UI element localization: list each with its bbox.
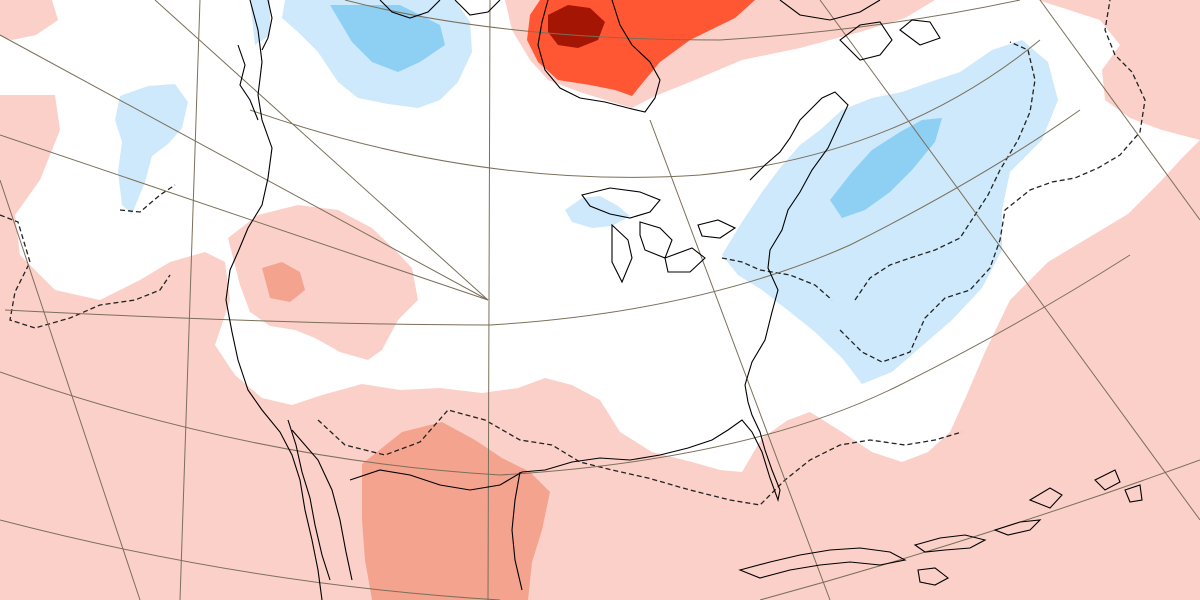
warm-region-greenland-west: [0, 0, 58, 40]
coastline-baja-california: [287, 419, 353, 581]
cold-region-arctic: [250, 0, 270, 45]
coastline-caribbean-islands: [738, 469, 1143, 586]
cold-anomaly-light-region: [115, 0, 1058, 384]
parallel-50n: [4, 109, 1081, 326]
parallel-30n-east: [759, 459, 1200, 600]
cold-region-alaska: [115, 84, 188, 214]
zero-contour-atlantic: [839, 0, 1146, 363]
zero-contour-cold-core: [854, 41, 1036, 301]
warm-anomaly-medium-region: [262, 262, 550, 600]
coastline-mexico-gulf: [511, 471, 523, 591]
warm-region-north-atlantic: [1038, 0, 1200, 140]
meridian-160w: [487, 0, 491, 600]
coastline-great-lakes: [581, 187, 737, 284]
warm-medium-great-basin: [262, 262, 305, 302]
parallel-70n: [344, 0, 1021, 41]
meridian-120w: [0, 34, 489, 301]
coastline-east-coast: [744, 91, 849, 386]
zero-contour-alaska: [119, 184, 176, 213]
warm-anomaly-strong-region: [527, 0, 755, 96]
meridian-40w: [819, 0, 1200, 521]
warm-medium-mexico: [362, 422, 550, 600]
cold-anomaly-medium-region: [330, 5, 942, 218]
parallel-40n: [0, 254, 1131, 476]
parallel-30n: [0, 519, 501, 600]
coastline-west-coast: [225, 0, 323, 600]
zero-contour-mexico: [317, 409, 963, 506]
meridian-140w: [154, 0, 489, 301]
meridian-80w: [179, 0, 201, 600]
parallel-60n: [249, 39, 1041, 178]
coastline-alaska-yukon: [237, 0, 273, 121]
cold-medium-yukon: [330, 5, 445, 72]
meridian-20w: [1039, 0, 1200, 221]
warm-extreme-core: [548, 5, 605, 48]
coastline-gulf-of-mexico: [349, 384, 781, 503]
meridian-60w: [649, 119, 831, 600]
coastline-outlines: [225, 0, 1143, 600]
warm-region-western-us: [228, 205, 418, 360]
zero-contour-east-coast: [721, 257, 833, 301]
coastline-arctic-islands: [379, 0, 941, 61]
cold-region-western-atlantic: [722, 40, 1058, 384]
coastline-hudson-bay: [537, 0, 661, 113]
cold-region-great-lakes: [565, 196, 630, 228]
meridian-west-low: [0, 179, 141, 600]
zero-anomaly-contours: [0, 0, 1146, 506]
cold-medium-newfoundland: [830, 118, 942, 218]
meridian-100w: [0, 134, 489, 301]
warm-region-pacific: [0, 95, 1200, 600]
